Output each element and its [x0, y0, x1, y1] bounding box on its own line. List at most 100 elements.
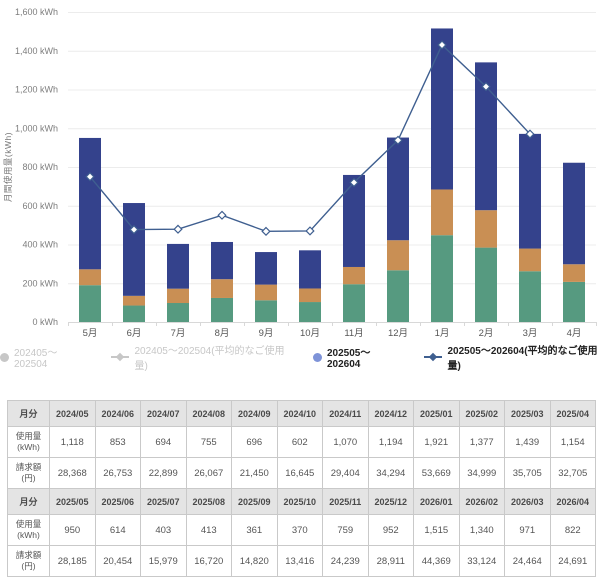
usage-value-cell: 614 — [94, 514, 141, 547]
legend-item-1[interactable]: 202405～202504(平均的なご使用量) — [111, 342, 287, 372]
month-header-cell: 2026/02 — [458, 488, 505, 516]
month-header-cell: 2024/10 — [276, 400, 323, 427]
month-header-cell: 2024/11 — [322, 400, 369, 427]
usage-value-cell: 1,377 — [458, 425, 505, 459]
bar-segment-middle[interactable] — [343, 266, 365, 285]
bill-value-cell: 24,691 — [549, 545, 596, 577]
bar-segment-top[interactable] — [431, 28, 453, 190]
x-tick-label: 1月 — [435, 328, 450, 339]
bar-segment-middle[interactable] — [123, 295, 145, 306]
bar-segment-middle[interactable] — [475, 210, 497, 248]
usage-value-cell: 413 — [185, 514, 232, 547]
line-marker-diamond[interactable] — [217, 210, 227, 220]
month-header-cell: 2024/09 — [231, 400, 278, 427]
month-row-label: 月分 — [7, 400, 50, 427]
bar-segment-middle[interactable] — [387, 240, 409, 271]
bar-segment-bottom[interactable] — [387, 270, 409, 322]
usage-value-cell: 694 — [140, 425, 187, 459]
bar-segment-middle[interactable] — [211, 279, 233, 298]
bar-segment-bottom[interactable] — [255, 300, 277, 322]
bar-segment-middle[interactable] — [299, 288, 321, 303]
usage-value-cell: 1,515 — [413, 514, 460, 547]
month-header-cell: 2025/08 — [185, 488, 232, 516]
bar-segment-bottom[interactable] — [211, 297, 233, 322]
bill-value-cell: 33,124 — [458, 545, 505, 577]
bar-segment-top[interactable] — [167, 243, 189, 289]
line-marker-diamond[interactable] — [173, 224, 183, 234]
usage-row: 使用量 (kWh) 1,118 853 694 755 696 602 1,070 1,194 1,… — [7, 425, 596, 459]
bar-segment-top[interactable] — [387, 137, 409, 241]
bar-segment-middle[interactable] — [431, 189, 453, 236]
legend-label: 202405～202504(平均的なご使用量) — [134, 346, 285, 372]
line-marker-diamond[interactable] — [85, 172, 95, 182]
usage-value-cell: 1,154 — [549, 425, 596, 459]
line-marker-diamond[interactable] — [261, 226, 271, 236]
bar-segment-top[interactable] — [255, 252, 277, 285]
bar-segment-middle[interactable] — [255, 284, 277, 301]
line-marker-diamond[interactable] — [393, 135, 403, 145]
month-header-row: 月分 2024/05 2024/06 2024/07 2024/08 2024/09 202… — [7, 400, 596, 427]
bar-segment-middle[interactable] — [79, 269, 101, 286]
y-tick-label: 400 kWh — [22, 240, 58, 250]
bar-segment-bottom[interactable] — [519, 271, 541, 322]
usage-value-cell: 1,439 — [504, 425, 551, 459]
usage-table: 月分 2024/05 2024/06 2024/07 2024/08 2024/09 202… — [7, 400, 596, 577]
bar-segment-top[interactable] — [79, 137, 101, 270]
x-tick-label: 12月 — [388, 328, 408, 339]
month-header-cell: 2025/10 — [276, 488, 323, 516]
bar-segment-top[interactable] — [519, 133, 541, 249]
bill-value-cell: 32,705 — [549, 457, 596, 490]
usage-value-cell: 971 — [504, 514, 551, 547]
bar-segment-middle[interactable] — [563, 264, 585, 282]
usage-value-cell: 755 — [185, 425, 232, 459]
usage-value-cell: 602 — [276, 425, 323, 459]
bill-value-cell: 13,416 — [276, 545, 323, 577]
bar-segment-top[interactable] — [299, 250, 321, 289]
usage-value-cell: 696 — [231, 425, 278, 459]
bar-segment-top[interactable] — [211, 241, 233, 280]
usage-value-cell: 759 — [322, 514, 369, 547]
bar-segment-top[interactable] — [475, 62, 497, 211]
bar-segment-bottom[interactable] — [123, 305, 145, 322]
legend-item-3[interactable]: 202505～202604(平均的なご使用量) — [424, 342, 600, 372]
series-line-icon — [111, 352, 130, 361]
line-marker-diamond[interactable] — [525, 129, 535, 139]
bar-segment-top[interactable] — [343, 174, 365, 267]
month-header-cell: 2025/02 — [458, 400, 505, 427]
month-header-cell: 2025/07 — [140, 488, 187, 516]
month-header-cell: 2025/03 — [504, 400, 551, 427]
bar-segment-bottom[interactable] — [167, 303, 189, 322]
bar-segment-bottom[interactable] — [475, 247, 497, 322]
month-header-cell: 2025/12 — [367, 488, 414, 516]
bar-segment-middle[interactable] — [519, 248, 541, 272]
bar-segment-bottom[interactable] — [563, 281, 585, 322]
bar-segment-top[interactable] — [123, 203, 145, 296]
y-tick-label: 200 kWh — [22, 278, 58, 288]
bill-value-cell: 14,820 — [231, 545, 278, 577]
bill-value-cell: 16,645 — [276, 457, 323, 490]
x-tick-label: 5月 — [83, 328, 98, 339]
month-header-cell: 2024/06 — [94, 400, 141, 427]
bar-segment-top[interactable] — [563, 162, 585, 265]
bar-segment-bottom[interactable] — [79, 285, 101, 322]
bill-value-cell: 16,720 — [185, 545, 232, 577]
bar-segment-bottom[interactable] — [343, 284, 365, 322]
line-marker-diamond[interactable] — [481, 81, 491, 92]
legend-label: 202505～202604(平均的なご使用量) — [447, 346, 598, 372]
usage-row-label: 使用量 (kWh) — [7, 425, 50, 459]
bar-segment-bottom[interactable] — [431, 235, 453, 322]
bill-value-cell: 44,369 — [413, 545, 460, 577]
line-marker-diamond[interactable] — [129, 224, 139, 235]
bill-row-label: 請求額 (円) — [7, 545, 50, 577]
line-marker-diamond[interactable] — [349, 177, 359, 188]
line-marker-diamond[interactable] — [305, 226, 315, 236]
bar-segment-bottom[interactable] — [299, 302, 321, 322]
legend-item-0[interactable]: 202405～202504 — [0, 344, 85, 370]
legend-item-2[interactable]: 202505～202604 — [313, 344, 398, 370]
bar-segment-middle[interactable] — [167, 288, 189, 304]
usage-value-cell: 1,070 — [322, 425, 369, 459]
month-header-cell: 2026/03 — [504, 488, 551, 516]
bill-value-cell: 28,911 — [367, 545, 414, 577]
y-tick-label: 1,000 kWh — [15, 123, 58, 133]
line-marker-diamond[interactable] — [437, 40, 447, 50]
